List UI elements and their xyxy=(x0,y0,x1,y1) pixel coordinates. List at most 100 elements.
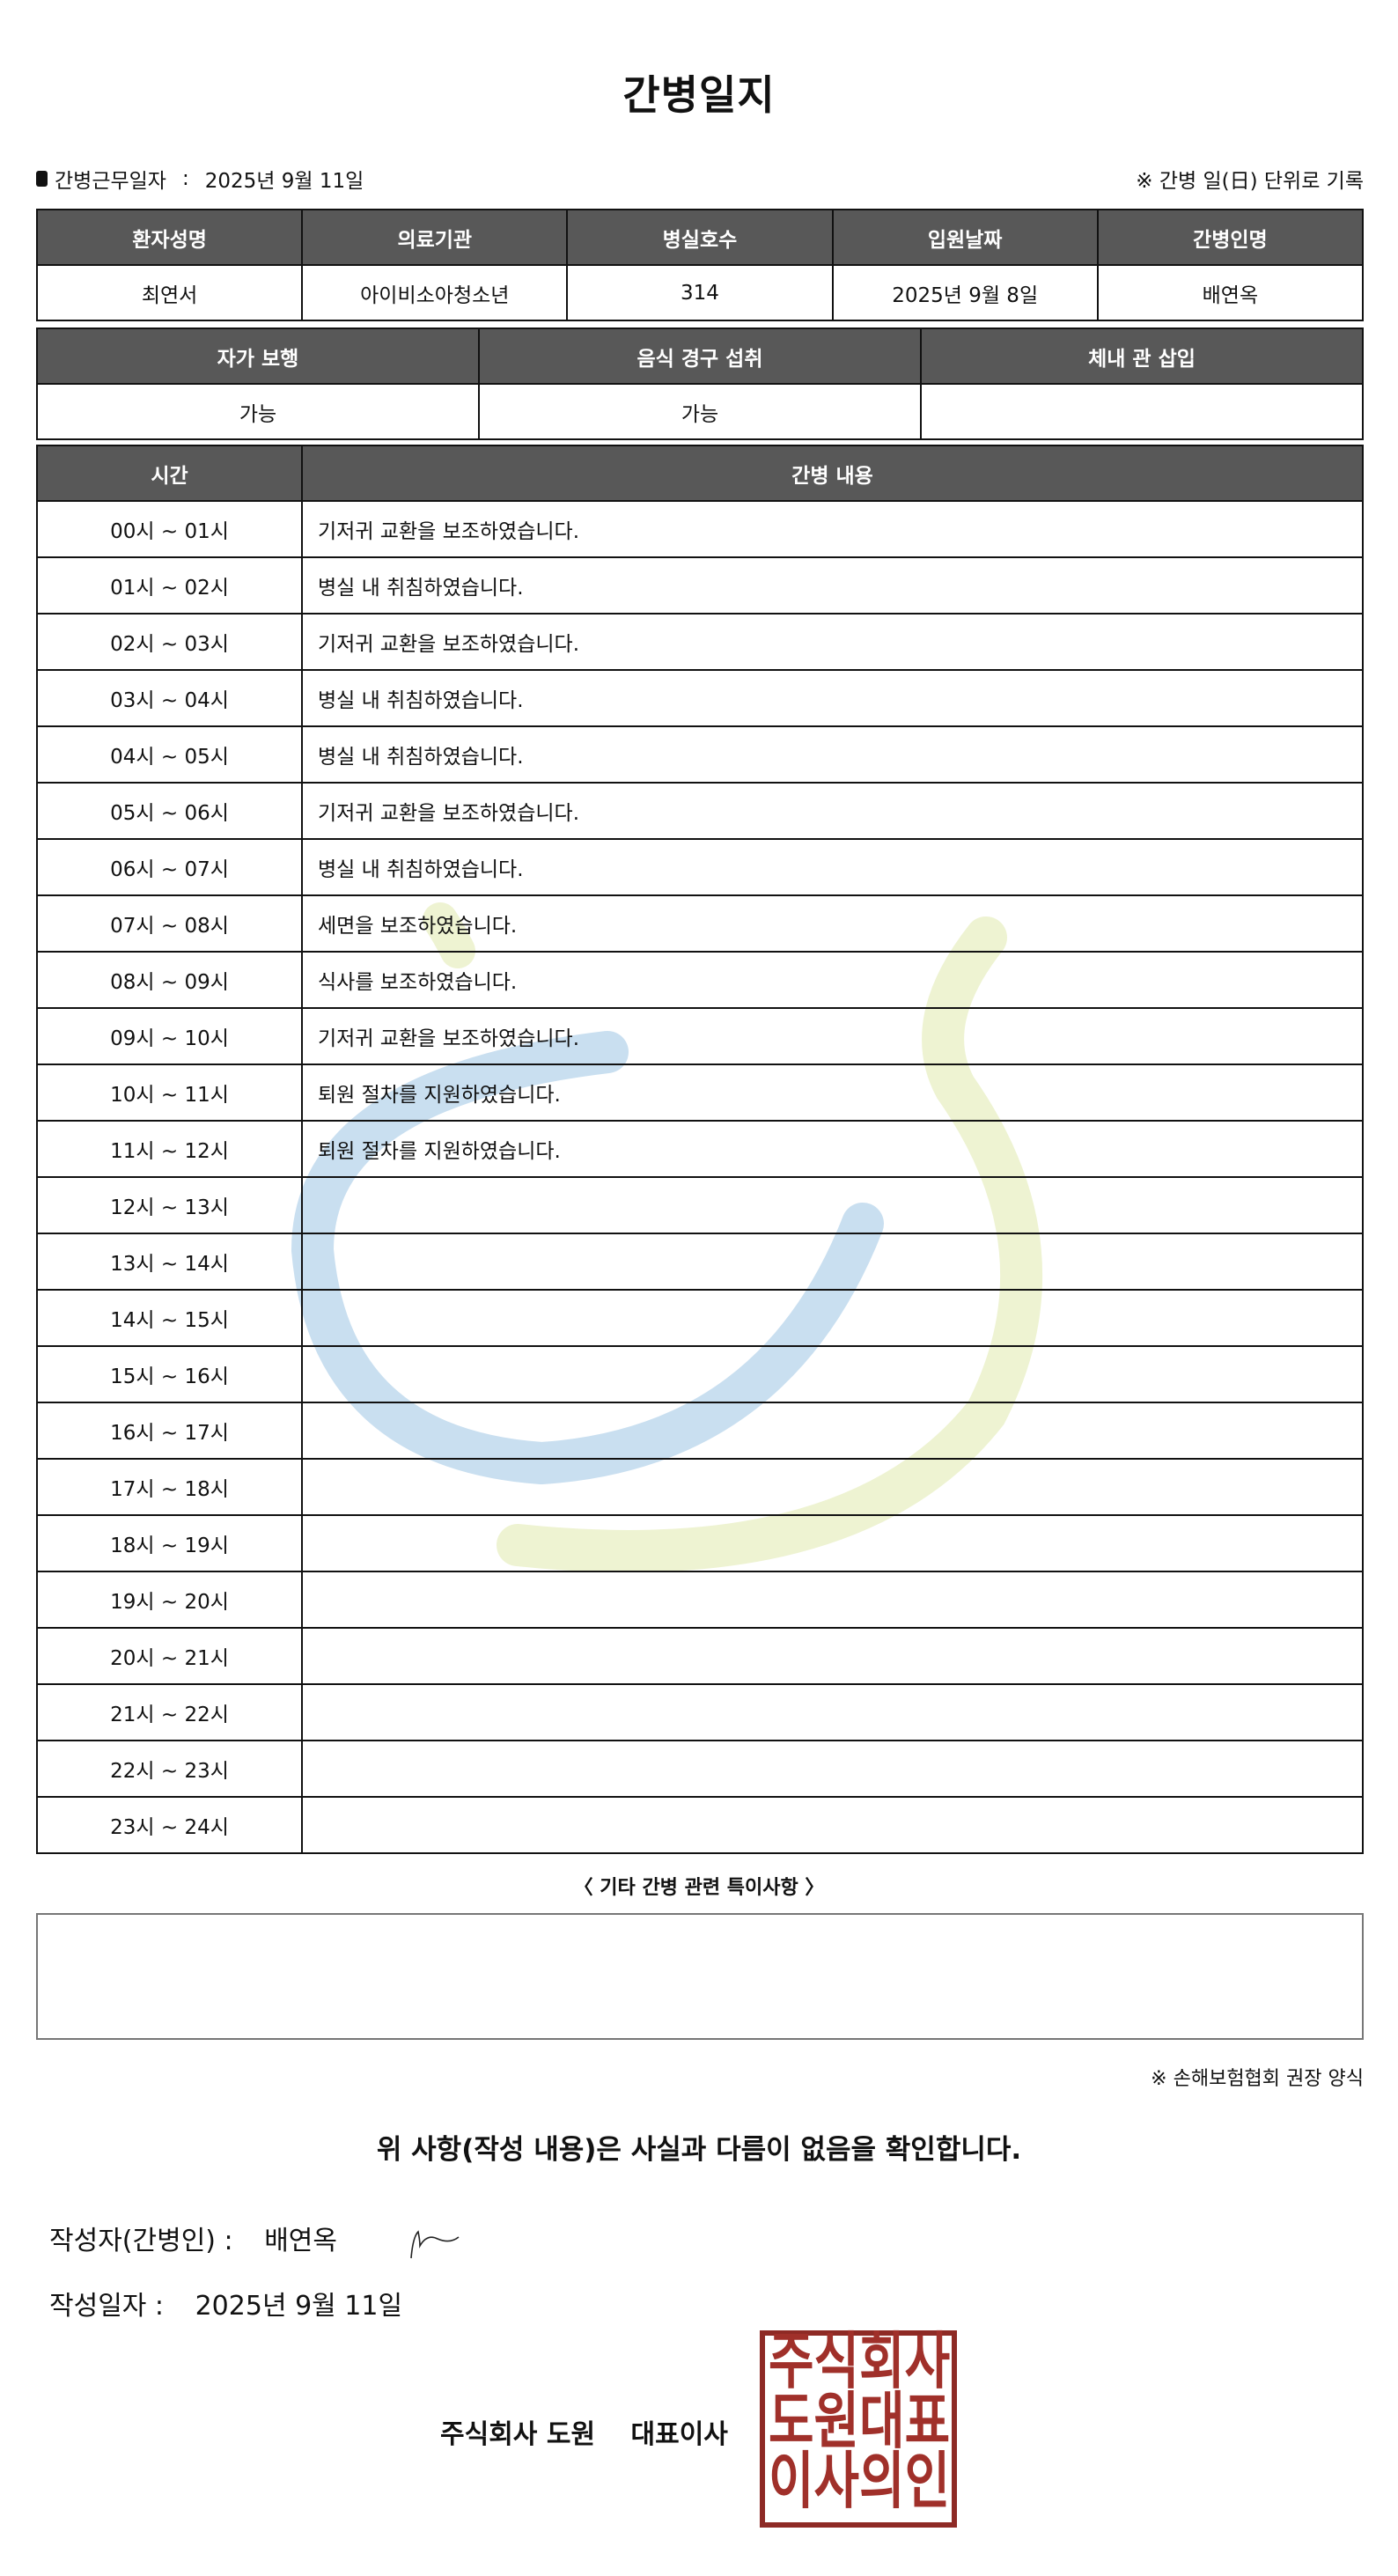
seal-glyph: 인 xyxy=(904,2446,951,2518)
table-row: 00시 ~ 01시 기저귀 교환을 보조하였습니다. xyxy=(36,500,1364,558)
write-date-value: 2025년 9월 11일 xyxy=(195,2291,403,2322)
form-source-note: ※ 손해보험협회 권장 양식 xyxy=(1151,2068,1364,2090)
content-cell xyxy=(301,1458,1364,1516)
header-walking: 자가 보행 xyxy=(36,328,480,385)
content-cell: 기저귀 교환을 보조하였습니다. xyxy=(301,613,1364,671)
time-cell: 12시 ~ 13시 xyxy=(36,1176,303,1234)
content-cell xyxy=(301,1683,1364,1741)
time-cell: 09시 ~ 10시 xyxy=(36,1007,303,1065)
time-cell: 02시 ~ 03시 xyxy=(36,613,303,671)
writer-name: 배연옥 xyxy=(264,2226,338,2256)
time-cell: 01시 ~ 02시 xyxy=(36,556,303,615)
header-tube: 체내 관 삽입 xyxy=(920,328,1364,385)
table-row: 21시 ~ 22시 xyxy=(36,1683,1364,1741)
table-row: 17시 ~ 18시 xyxy=(36,1458,1364,1516)
table-row: 06시 ~ 07시 병실 내 취침하였습니다. xyxy=(36,838,1364,896)
content-cell xyxy=(301,1514,1364,1572)
company-signature: 주식회사 도원 대표이사 xyxy=(440,2412,728,2451)
table-row: 05시 ~ 06시 기저귀 교환을 보조하였습니다. xyxy=(36,782,1364,840)
time-cell: 18시 ~ 19시 xyxy=(36,1514,303,1572)
work-date-info: 간병근무일자 : 2025년 9월 11일 xyxy=(36,164,364,194)
time-cell: 23시 ~ 24시 xyxy=(36,1796,303,1854)
header-content: 간병 내용 xyxy=(301,445,1364,502)
patient-status-table: 자가 보행 음식 경구 섭취 체내 관 삽입 가능 가능 xyxy=(36,328,1364,440)
content-cell: 기저귀 교환을 보조하였습니다. xyxy=(301,500,1364,558)
table-row: 11시 ~ 12시 퇴원 절차를 지원하였습니다. xyxy=(36,1120,1364,1178)
hospital: 아이비소아청소년 xyxy=(301,264,569,321)
patient-info-table: 환자성명 의료기관 병실호수 입원날짜 간병인명 최연서 아이비소아청소년 31… xyxy=(35,209,1365,321)
table-row: 07시 ~ 08시 세면을 보조하였습니다. xyxy=(36,894,1364,953)
header-patient-name: 환자성명 xyxy=(35,209,304,266)
confirmation-statement: 위 사항(작성 내용)은 사실과 다름이 없음을 확인합니다. xyxy=(376,2134,1022,2166)
seal-glyph: 사 xyxy=(904,2326,951,2398)
table-row: 13시 ~ 14시 xyxy=(36,1233,1364,1291)
content-cell xyxy=(301,1289,1364,1347)
table-row: 09시 ~ 10시 기저귀 교환을 보조하였습니다. xyxy=(36,1007,1364,1065)
content-cell xyxy=(301,1627,1364,1685)
content-cell: 병실 내 취침하였습니다. xyxy=(301,725,1364,784)
table-row: 10시 ~ 11시 퇴원 절차를 지원하였습니다. xyxy=(36,1064,1364,1122)
seal-glyph: 주 xyxy=(769,2326,814,2398)
time-cell: 15시 ~ 16시 xyxy=(36,1345,303,1403)
work-date-label: 간병근무일자 xyxy=(55,170,166,193)
seal-glyph: 사 xyxy=(813,2446,860,2518)
table-row: 22시 ~ 23시 xyxy=(36,1740,1364,1798)
content-cell xyxy=(301,1345,1364,1403)
care-log-table: 시간 간병 내용 00시 ~ 01시 기저귀 교환을 보조하였습니다. 01시 ~ … xyxy=(36,445,1364,1854)
time-cell: 11시 ~ 12시 xyxy=(36,1120,303,1178)
bullet-icon xyxy=(36,171,48,187)
content-cell: 식사를 보조하였습니다. xyxy=(301,951,1364,1009)
write-date-label: 작성일자 : xyxy=(49,2291,165,2322)
table-row: 23시 ~ 24시 xyxy=(36,1796,1364,1854)
time-cell: 06시 ~ 07시 xyxy=(36,838,303,896)
content-cell xyxy=(301,1796,1364,1854)
seal-glyph: 이 xyxy=(769,2446,814,2518)
time-cell: 03시 ~ 04시 xyxy=(36,669,303,727)
special-notes-title: 〈 기타 간병 관련 특이사항 〉 xyxy=(573,1877,825,1899)
seal-glyph: 의 xyxy=(859,2446,905,2518)
content-cell: 병실 내 취침하였습니다. xyxy=(301,838,1364,896)
time-cell: 08시 ~ 09시 xyxy=(36,951,303,1009)
content-cell: 기저귀 교환을 보조하였습니다. xyxy=(301,1007,1364,1065)
header-caregiver: 간병인명 xyxy=(1096,209,1365,266)
record-unit-note: ※ 간병 일(日) 단위로 기록 xyxy=(1136,170,1364,193)
table-row: 03시 ~ 04시 병실 내 취침하였습니다. xyxy=(36,669,1364,727)
seal-glyph: 원 xyxy=(813,2386,860,2458)
company-title: 대표이사 xyxy=(630,2419,728,2450)
time-cell: 07시 ~ 08시 xyxy=(36,894,303,953)
time-cell: 19시 ~ 20시 xyxy=(36,1571,303,1629)
content-cell: 퇴원 절차를 지원하였습니다. xyxy=(301,1120,1364,1178)
content-cell: 기저귀 교환을 보조하였습니다. xyxy=(301,782,1364,840)
header-time: 시간 xyxy=(36,445,303,502)
seal-glyph: 대 xyxy=(859,2386,905,2458)
time-cell: 21시 ~ 22시 xyxy=(36,1683,303,1741)
table-row: 14시 ~ 15시 xyxy=(36,1289,1364,1347)
room-number: 314 xyxy=(566,264,834,321)
writer-line: 작성자(간병인) : 배연옥 xyxy=(49,2219,478,2260)
header-hospital: 의료기관 xyxy=(301,209,569,266)
table-row: 01시 ~ 02시 병실 내 취침하였습니다. xyxy=(36,556,1364,615)
header-oral-intake: 음식 경구 섭취 xyxy=(478,328,922,385)
table-row: 02시 ~ 03시 기저귀 교환을 보조하였습니다. xyxy=(36,613,1364,671)
work-date-value: 2025년 9월 11일 xyxy=(204,170,364,193)
content-cell xyxy=(301,1571,1364,1629)
time-cell: 04시 ~ 05시 xyxy=(36,725,303,784)
table-row: 08시 ~ 09시 식사를 보조하였습니다. xyxy=(36,951,1364,1009)
company-name: 주식회사 도원 xyxy=(440,2419,596,2450)
oral-intake-value: 가능 xyxy=(478,383,922,440)
time-cell: 05시 ~ 06시 xyxy=(36,782,303,840)
special-notes-box xyxy=(36,1913,1364,2040)
seal-glyph: 식 xyxy=(813,2326,860,2398)
content-cell: 퇴원 절차를 지원하였습니다. xyxy=(301,1064,1364,1122)
write-date-line: 작성일자 : 2025년 9월 11일 xyxy=(49,2284,402,2322)
table-row: 04시 ~ 05시 병실 내 취침하였습니다. xyxy=(36,725,1364,784)
seal-glyph: 표 xyxy=(904,2386,951,2458)
content-cell xyxy=(301,1233,1364,1291)
content-cell xyxy=(301,1176,1364,1234)
seal-glyph: 회 xyxy=(859,2326,905,2398)
caregiver-name: 배연옥 xyxy=(1096,264,1365,321)
content-cell xyxy=(301,1402,1364,1460)
table-row: 19시 ~ 20시 xyxy=(36,1571,1364,1629)
table-row: 18시 ~ 19시 xyxy=(36,1514,1364,1572)
header-admission-date: 입원날짜 xyxy=(831,209,1099,266)
